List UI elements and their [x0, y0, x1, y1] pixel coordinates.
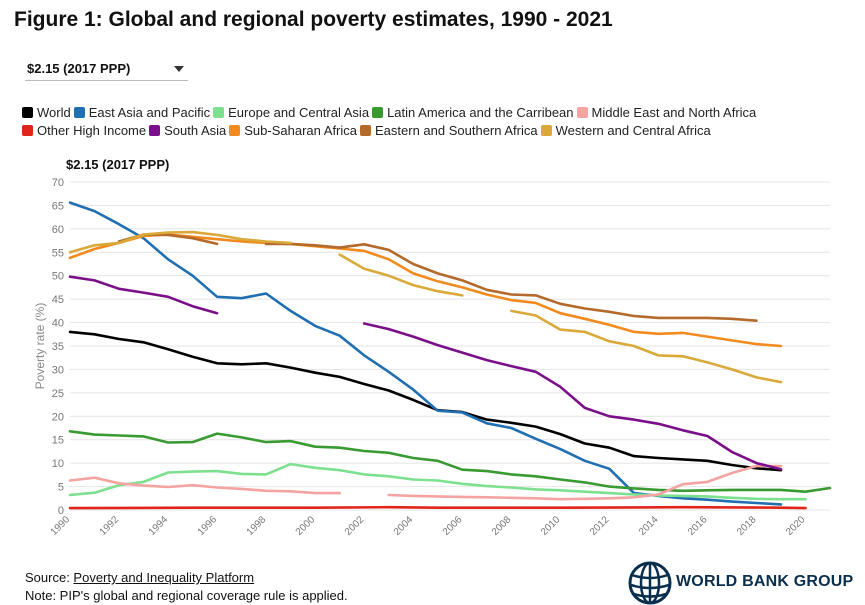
x-tick-label: 2006: [441, 514, 465, 538]
chevron-down-icon[interactable]: [174, 66, 184, 72]
y-tick-label: 10: [52, 458, 64, 470]
x-tick-label: 1998: [245, 514, 269, 538]
logo-wordmark: WORLD BANK GROUP: [676, 573, 854, 590]
x-tick-label: 2016: [686, 514, 710, 538]
line-chart: 0 5 10 15 20 25 30 35 40 45 50 55 60 65 70 1990 1992 1994…: [33, 177, 832, 538]
legend-swatch: [229, 125, 241, 136]
x-tick-label: 1992: [98, 514, 122, 538]
legend-label: Western and Central Africa: [555, 123, 711, 138]
globe-icon: [628, 561, 672, 605]
legend-swatch: [73, 107, 85, 118]
x-tick-label: 2012: [588, 514, 612, 538]
x-tick-label: 1990: [49, 514, 73, 538]
y-tick-label: 5: [58, 482, 64, 494]
legend-item[interactable]: Western and Central Africa: [540, 122, 711, 140]
series-line: [68, 330, 783, 472]
legend-item[interactable]: Middle East and North Africa: [576, 104, 757, 122]
world-bank-group-logo: WORLD BANK GROUP: [628, 561, 853, 605]
source-line: Source: Poverty and Inequality Platform: [25, 570, 254, 585]
chart-title: Figure 1: Global and regional poverty es…: [14, 8, 613, 31]
series-line: [68, 430, 832, 493]
legend-swatch: [576, 107, 588, 118]
x-tick-label: 2020: [784, 514, 808, 538]
legend-swatch: [22, 107, 33, 118]
legend-label: Europe and Central Asia: [228, 105, 370, 120]
series-line: [68, 275, 219, 315]
legend-swatch: [149, 125, 161, 136]
x-tick-label: 2008: [490, 514, 514, 538]
series-line: [68, 476, 341, 495]
x-tick-label: 2004: [392, 514, 416, 538]
legend-item[interactable]: Eastern and Southern Africa: [360, 122, 538, 140]
series-line: [510, 309, 783, 384]
legend-label: Middle East and North Africa: [591, 105, 757, 120]
poverty-line-dropdown[interactable]: $2.15 (2017 PPP): [25, 56, 188, 81]
footer-note: Note: PIP's global and regional coverage…: [25, 588, 348, 603]
y-tick-label: 60: [52, 224, 64, 236]
dropdown-selected-value: $2.15 (2017 PPP): [27, 61, 131, 76]
legend-label: East Asia and Pacific: [88, 105, 211, 120]
y-tick-label: 45: [52, 294, 64, 306]
legend-swatch: [372, 107, 384, 118]
y-tick-label: 35: [52, 341, 64, 353]
y-tick-label: 40: [52, 318, 64, 330]
y-tick-label: 70: [52, 177, 64, 189]
legend-label: Sub-Saharan Africa: [244, 123, 357, 138]
x-tick-label: 1996: [196, 514, 220, 538]
series-line: [387, 464, 783, 501]
y-tick-label: 25: [52, 388, 64, 400]
source-prefix: Source:: [25, 570, 74, 585]
legend-item[interactable]: Latin America and the Carribean: [372, 104, 574, 122]
chart-subtitle: $2.15 (2017 PPP): [66, 157, 170, 172]
legend-swatch: [540, 125, 552, 136]
legend-item[interactable]: Sub-Saharan Africa: [229, 122, 357, 140]
legend-item[interactable]: South Asia: [149, 122, 226, 140]
y-tick-label: 30: [52, 364, 64, 376]
legend-label: World: [37, 105, 71, 120]
y-tick-label: 65: [52, 200, 64, 212]
y-tick-label: 15: [52, 435, 64, 447]
series-line: [68, 230, 292, 254]
legend-label: Other High Income: [37, 123, 147, 138]
legend-item[interactable]: East Asia and Pacific: [73, 104, 211, 122]
legend-item[interactable]: Europe and Central Asia: [213, 104, 369, 122]
legend-label: South Asia: [164, 123, 227, 138]
legend-label: Latin America and the Carribean: [387, 105, 574, 120]
legend-swatch: [360, 125, 371, 136]
x-tick-label: 2002: [343, 514, 367, 538]
series-line: [362, 322, 783, 471]
series-line: [68, 233, 783, 348]
series-line: [338, 253, 464, 297]
legend-swatch: [22, 125, 33, 136]
series-line: [68, 462, 807, 501]
legend-label: Eastern and Southern Africa: [375, 123, 538, 138]
source-link[interactable]: Poverty and Inequality Platform: [73, 570, 255, 585]
legend-item[interactable]: World: [22, 104, 71, 122]
x-tick-label: 1994: [147, 514, 171, 538]
y-tick-label: 20: [52, 411, 64, 423]
series-line: [68, 505, 807, 510]
legend-swatch: [213, 107, 225, 118]
y-tick-label: 55: [52, 247, 64, 259]
x-tick-label: 2000: [294, 514, 318, 538]
y-tick-label: 50: [52, 271, 64, 283]
x-tick-label: 2010: [539, 514, 563, 538]
x-tick-label: 2018: [735, 514, 759, 538]
chart-legend: World East Asia and Pacific Europe and Cen…: [22, 104, 802, 140]
series-line: [264, 242, 758, 322]
x-tick-label: 2014: [637, 514, 661, 538]
y-axis-label: Poverty rate (%): [33, 303, 47, 390]
legend-item[interactable]: Other High Income: [22, 122, 146, 140]
y-tick-label: 0: [58, 505, 64, 517]
